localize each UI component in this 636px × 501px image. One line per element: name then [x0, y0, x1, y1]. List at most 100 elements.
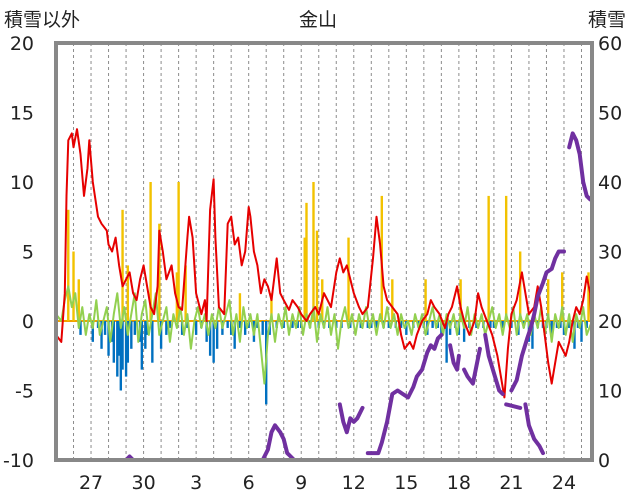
x-tick-label: 15: [394, 472, 418, 494]
snow-depth-line: [337, 402, 365, 435]
snow-depth-line: [567, 131, 593, 202]
precip_down-bar: [130, 321, 133, 349]
precip_down-bar: [282, 321, 285, 328]
right-tick-label: 60: [598, 33, 622, 55]
right-tick-label: 10: [598, 381, 622, 403]
snow-depth-line: [523, 402, 545, 456]
precip_down-bar: [291, 321, 294, 328]
precip_up-bar: [149, 182, 152, 321]
precip_up-bar: [315, 230, 319, 321]
precip_down-bar: [445, 321, 448, 363]
precip_up-bar: [312, 182, 315, 321]
precip_down-bar: [103, 321, 107, 335]
precip_down-bar: [585, 321, 588, 328]
left-axis-label: 積雪以外: [4, 9, 80, 31]
left-tick-label: -5: [15, 381, 34, 403]
precip_down-bar: [121, 321, 124, 370]
precip_down-bar: [462, 321, 466, 342]
x-tick-label: 9: [295, 472, 307, 494]
right-tick-label: 0: [598, 450, 610, 472]
left-tick-label: 0: [22, 311, 34, 333]
precip_down-bar: [124, 321, 128, 377]
precip_up-bar: [158, 223, 161, 321]
precip_down-bar: [212, 321, 215, 363]
precip_down-bar: [145, 321, 149, 335]
precip_down-bar: [366, 321, 369, 328]
left-tick-label: 10: [10, 172, 34, 194]
precip_up-bar: [391, 279, 394, 321]
precip_down-bar: [261, 321, 264, 335]
left-tick-label: -10: [3, 450, 34, 472]
x-tick-label: 21: [499, 472, 523, 494]
precip_up-bar: [561, 272, 564, 321]
precip_up-bar: [177, 182, 180, 321]
snow-depth-line: [448, 343, 461, 372]
plot-frame: [54, 41, 594, 462]
precip_down-bar: [186, 321, 189, 328]
precip_down-bar: [144, 321, 147, 349]
precip_down-bar: [165, 321, 168, 335]
x-tick-label: 24: [552, 472, 576, 494]
right-tick-label: 40: [598, 172, 622, 194]
precip_down-bar: [550, 321, 553, 335]
snow-depth-line: [365, 332, 444, 456]
snow-depth-line: [483, 332, 505, 396]
left-tick-label: 20: [10, 33, 34, 55]
precip_down-bar: [208, 321, 212, 356]
precip_up-bar: [487, 195, 490, 321]
precip_up-bar: [72, 251, 75, 321]
precip_up-bar: [121, 209, 124, 321]
precip_down-bar: [140, 321, 144, 370]
precip_down-bar: [489, 321, 492, 328]
precip_down-bar: [151, 321, 154, 363]
precip_down-bar: [296, 321, 299, 328]
precip_up-bar: [270, 293, 273, 321]
precip_down-bar: [79, 321, 82, 335]
precip_up-bar: [347, 237, 350, 321]
precip_up-bar: [238, 293, 242, 321]
precip_up-bar: [67, 209, 70, 321]
precip_up-bar: [77, 279, 80, 321]
precip_down-bar: [431, 321, 434, 328]
precip_down-bar: [256, 321, 259, 328]
right-y-ticks: 60 50 40 30 20 10 0: [598, 33, 622, 472]
x-ticks: 27 30 3 6 9 12 15 18 21 24: [79, 472, 576, 494]
precip_down-bar: [226, 321, 229, 328]
precip_down-bar: [243, 321, 247, 335]
precip_down-bar: [375, 321, 378, 328]
precip_up-bar: [126, 265, 130, 321]
right-tick-label: 30: [598, 242, 622, 264]
precip_down-bar: [205, 321, 208, 342]
x-tick-label: 3: [190, 472, 202, 494]
precip_down-bar: [117, 321, 121, 356]
x-tick-label: 18: [447, 472, 471, 494]
precip_down-bar: [159, 321, 163, 349]
precip_up-bar: [184, 265, 187, 321]
left-y-ticks: 20 15 10 5 0 -5 -10: [3, 33, 34, 472]
precip_up-bar: [305, 202, 308, 321]
left-tick-label: 15: [10, 103, 34, 125]
snow-depth-line: [504, 402, 523, 410]
precip_down-bar: [215, 321, 219, 349]
precip_down-bar: [559, 321, 562, 328]
snow-depth-line: [509, 249, 566, 393]
precip_down-bar: [510, 321, 513, 328]
precip_down-bar: [112, 321, 116, 363]
precip_down-bar: [531, 321, 534, 349]
precip_up-bar: [459, 279, 462, 321]
precip_down-bar: [387, 321, 391, 328]
right-axis-label: 積雪: [588, 9, 626, 31]
temperature-line: [55, 128, 593, 399]
precip_down-bar: [100, 321, 103, 349]
precip_up-bar: [424, 279, 427, 321]
x-tick-label: 30: [131, 472, 155, 494]
series-lines: [54, 128, 593, 462]
right-tick-label: 50: [598, 103, 622, 125]
precip_up-bar: [587, 272, 590, 321]
precip_down-bar: [568, 321, 571, 328]
precip_up-bar: [547, 279, 550, 321]
precip_down-bar: [229, 321, 233, 335]
precip_down-bar: [107, 321, 110, 356]
x-tick-label: 27: [79, 472, 103, 494]
precip_down-bar: [119, 321, 123, 391]
